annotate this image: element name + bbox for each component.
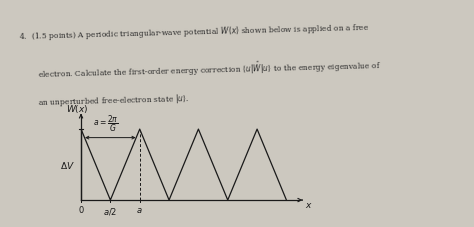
Text: $x$: $x$: [305, 200, 312, 210]
Text: $W(x)$: $W(x)$: [66, 103, 89, 115]
Text: 0: 0: [78, 206, 83, 215]
Text: $\Delta V$: $\Delta V$: [60, 160, 75, 171]
Text: $a/2$: $a/2$: [103, 206, 118, 217]
Text: electron. Calculate the first-order energy correction $\langle u|\hat{W}|u\rangl: electron. Calculate the first-order ener…: [38, 57, 382, 82]
Text: $a$: $a$: [137, 206, 143, 215]
Text: an unperturbed free-electron state $|u\rangle$.: an unperturbed free-electron state $|u\r…: [38, 92, 189, 109]
Text: $a=\dfrac{2\pi}{G}$: $a=\dfrac{2\pi}{G}$: [93, 114, 118, 134]
Text: 4.  (1.5 points) A periodic triangular-wave potential $W(x)$ shown below is appl: 4. (1.5 points) A periodic triangular-wa…: [19, 21, 370, 43]
